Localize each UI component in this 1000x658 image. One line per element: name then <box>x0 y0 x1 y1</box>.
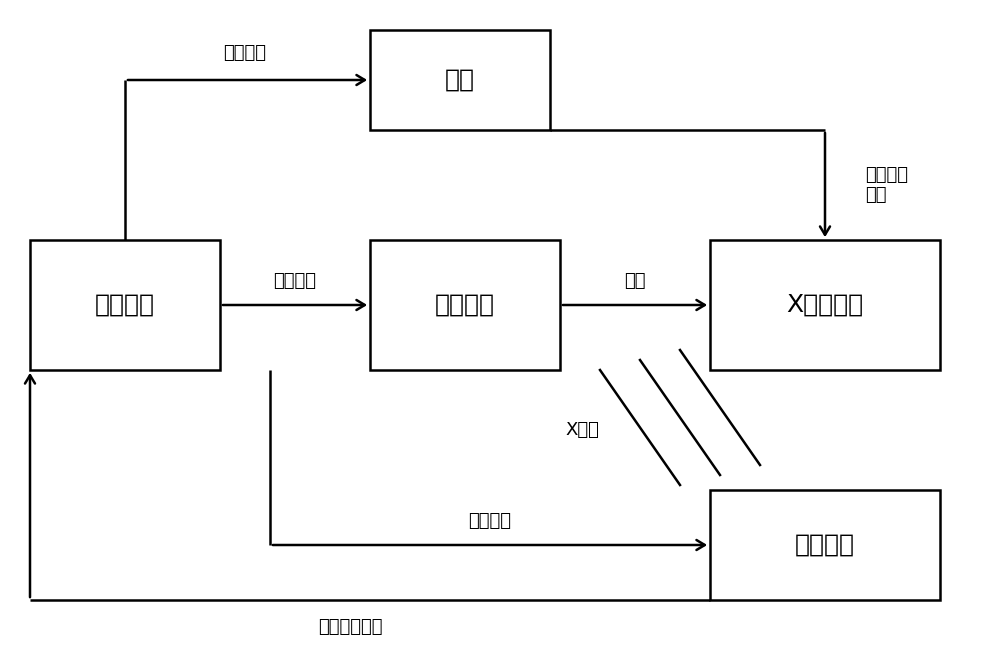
Text: 吊臂: 吊臂 <box>445 68 475 92</box>
Text: 高压电源: 高压电源 <box>435 293 495 317</box>
Text: 成像所需信息: 成像所需信息 <box>318 618 382 636</box>
Text: 工作指令: 工作指令 <box>468 512 512 530</box>
Bar <box>710 490 940 600</box>
Bar <box>710 240 940 370</box>
Text: 数字平板: 数字平板 <box>795 533 855 557</box>
Bar <box>370 240 560 370</box>
Bar <box>370 30 550 130</box>
Text: X射线: X射线 <box>565 421 599 439</box>
Bar <box>30 240 220 370</box>
Text: 总控制器: 总控制器 <box>95 293 155 317</box>
Text: 输出指令: 输出指令 <box>274 272 316 290</box>
Text: X射线球管: X射线球管 <box>786 293 864 317</box>
Text: 运动指令: 运动指令 <box>224 44 266 62</box>
Text: 移动球管
位置: 移动球管 位置 <box>865 166 908 205</box>
Text: 高压: 高压 <box>624 272 646 290</box>
